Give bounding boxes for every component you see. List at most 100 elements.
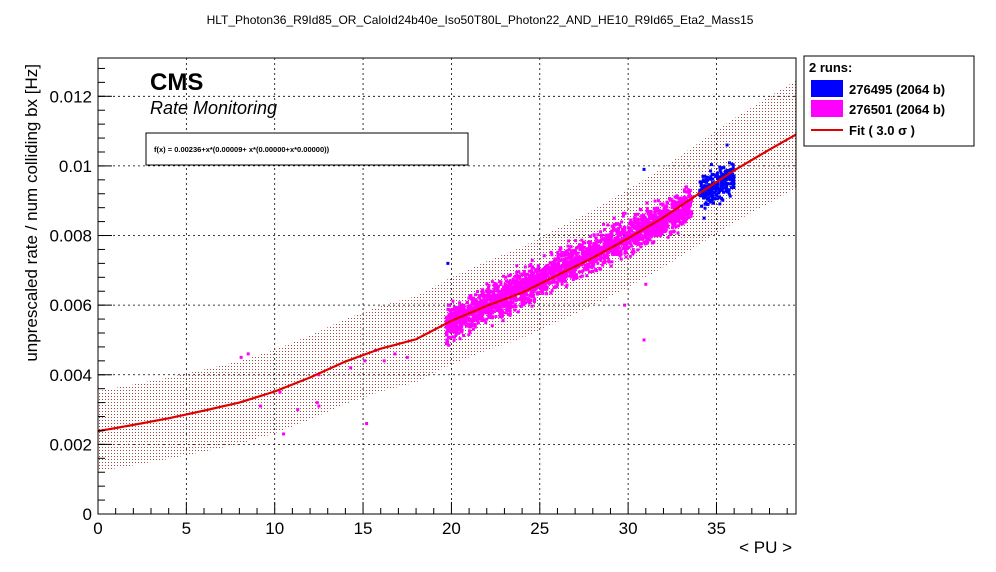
data-point (531, 280, 535, 284)
data-point (707, 187, 711, 191)
data-point (523, 265, 527, 269)
data-point (530, 304, 534, 308)
data-point (458, 337, 462, 341)
data-point (558, 248, 562, 252)
data-point (578, 247, 582, 251)
data-point (701, 194, 705, 198)
data-point (574, 251, 578, 255)
data-point (565, 283, 569, 287)
data-point (490, 280, 494, 284)
data-point (582, 267, 586, 271)
data-point (508, 313, 512, 317)
data-point (630, 250, 634, 254)
data-point (543, 282, 547, 286)
data-point (594, 236, 598, 240)
data-point (541, 283, 545, 287)
data-point (473, 315, 477, 319)
data-point (658, 233, 662, 237)
data-point (453, 325, 457, 329)
data-point (492, 283, 496, 287)
data-point (543, 287, 547, 291)
data-point (649, 235, 653, 239)
data-point (513, 303, 517, 307)
data-point (636, 234, 640, 238)
data-point (583, 241, 587, 245)
data-point (645, 207, 649, 211)
data-point (473, 303, 477, 307)
data-point (718, 196, 722, 200)
data-point (725, 143, 729, 147)
data-point (612, 239, 616, 243)
data-point (573, 268, 577, 272)
data-point (660, 209, 664, 213)
data-point (467, 318, 471, 322)
data-point (725, 186, 729, 190)
data-point (671, 200, 675, 204)
data-point (596, 233, 600, 237)
data-point (619, 231, 623, 235)
data-point (487, 283, 491, 287)
data-point (523, 277, 527, 281)
data-point (480, 319, 484, 323)
data-point (539, 290, 543, 294)
data-point (623, 231, 627, 235)
data-point (553, 272, 557, 276)
data-point (688, 188, 692, 192)
data-point (516, 276, 520, 280)
data-point (671, 216, 675, 220)
data-point (592, 244, 596, 248)
data-point (601, 261, 605, 265)
data-point (582, 245, 586, 249)
data-point (490, 294, 494, 298)
data-point (724, 171, 728, 175)
data-point (507, 290, 511, 294)
data-point (706, 193, 710, 197)
data-point (613, 246, 617, 250)
data-point (561, 258, 565, 262)
data-point (467, 333, 471, 337)
data-point (532, 289, 536, 293)
data-point (599, 254, 603, 258)
data-point (614, 240, 618, 244)
data-point (511, 301, 515, 305)
data-point (545, 285, 549, 289)
data-point (537, 264, 541, 268)
data-point (520, 278, 524, 282)
data-point (664, 229, 668, 233)
data-point (708, 176, 712, 180)
data-point (513, 283, 517, 287)
data-point (445, 320, 449, 324)
data-point (584, 251, 588, 255)
data-point (446, 307, 450, 311)
data-point (501, 304, 505, 308)
data-point (484, 289, 488, 293)
data-point (709, 175, 713, 179)
data-point (679, 201, 683, 205)
data-point (563, 252, 567, 256)
data-point (606, 233, 610, 237)
data-point (567, 248, 571, 252)
data-point (490, 315, 494, 319)
data-point (516, 310, 520, 314)
data-point (585, 274, 589, 278)
data-point (616, 228, 620, 232)
data-point (550, 280, 554, 284)
data-point (642, 338, 646, 342)
data-point (727, 192, 731, 196)
data-point (711, 185, 715, 189)
data-point (562, 275, 566, 279)
data-point (581, 262, 585, 266)
data-point (565, 261, 569, 265)
data-point (478, 296, 482, 300)
data-point (544, 274, 548, 278)
data-point (531, 275, 535, 279)
fit-uncertainty-band (98, 80, 796, 472)
data-point (729, 178, 733, 182)
data-point (519, 281, 523, 285)
data-point (601, 263, 605, 267)
data-point (545, 281, 549, 285)
data-point (569, 273, 573, 277)
data-point (606, 256, 610, 260)
data-point (608, 240, 612, 244)
data-point (580, 274, 584, 278)
